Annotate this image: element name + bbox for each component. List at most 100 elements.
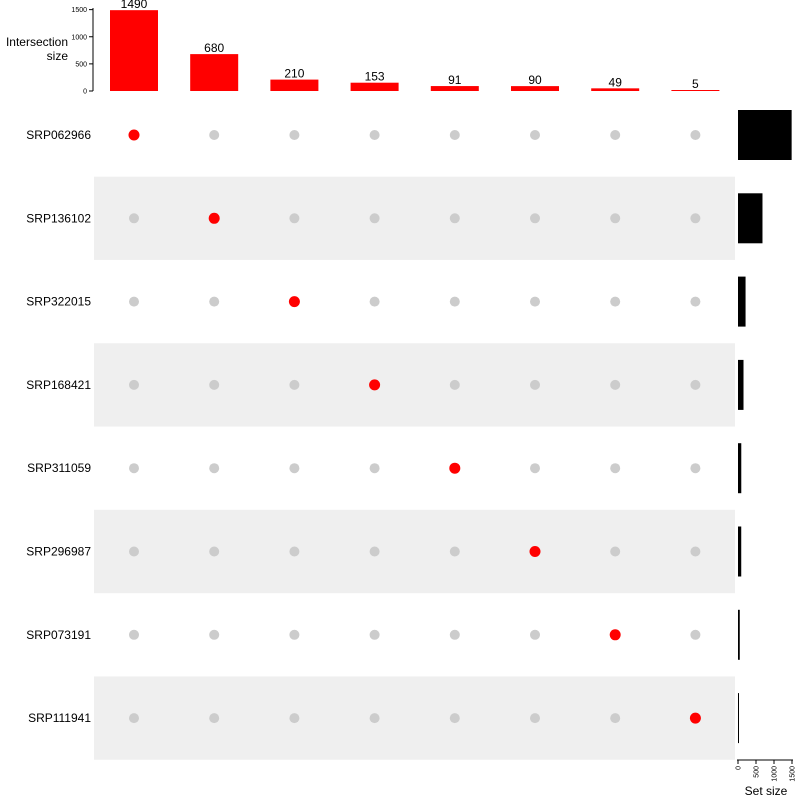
set-size-bar <box>738 193 763 244</box>
matrix-dot-active <box>609 629 621 641</box>
set-size-bar <box>738 110 792 160</box>
matrix-dot-inactive <box>449 546 460 557</box>
matrix-dot-inactive <box>610 130 621 140</box>
set-name-label: SRP111941 <box>28 711 91 725</box>
set-size-bar <box>738 443 742 494</box>
matrix-dot-inactive <box>449 130 460 140</box>
intersection-bar-label: 210 <box>284 67 304 81</box>
intersection-bar-label: 5 <box>692 77 699 91</box>
matrix-stripe <box>94 676 735 760</box>
matrix-dot-inactive <box>449 713 460 724</box>
matrix-dot-inactive <box>530 379 540 390</box>
matrix-dot-inactive <box>369 546 380 557</box>
matrix-dot-inactive <box>610 296 621 307</box>
matrix-dot-inactive <box>289 713 300 724</box>
matrix-dot-active <box>449 462 461 474</box>
matrix-dot-inactive <box>690 629 701 640</box>
matrix-dot-inactive <box>690 463 701 474</box>
matrix-dot-inactive <box>449 379 460 390</box>
intersection-axis-title-line1: Intersection <box>6 35 68 49</box>
matrix-dot-inactive <box>209 546 220 557</box>
matrix-dot-inactive <box>610 546 621 557</box>
intersection-bar <box>511 86 559 91</box>
intersection-bar-label: 49 <box>609 75 623 89</box>
set-name-label: SRP073191 <box>26 628 91 642</box>
matrix-dot-inactive <box>530 296 540 307</box>
set-size-bar <box>738 609 740 660</box>
matrix-stripes <box>94 176 735 760</box>
set-size-axis: 0 500 1000 1500 <box>736 759 797 782</box>
matrix-dot-inactive <box>449 629 460 640</box>
intersection-bar-label: 153 <box>365 70 385 84</box>
set-name-label: SRP322015 <box>26 295 91 309</box>
intersection-bar-label: 1490 <box>121 0 148 11</box>
set-name-label: SRP062966 <box>26 128 91 142</box>
matrix-dot-inactive <box>289 130 300 140</box>
matrix-dot-inactive <box>690 546 701 557</box>
matrix-dot-active <box>529 546 541 557</box>
matrix-dot-inactive <box>289 629 300 640</box>
matrix-dot-inactive <box>129 629 139 640</box>
set-size-bar <box>738 359 744 410</box>
matrix-dots <box>128 129 701 724</box>
intersection-bar-label: 91 <box>448 73 462 87</box>
intersection-axis-tick-label: 0 <box>83 89 87 96</box>
matrix-dot-inactive <box>209 713 220 724</box>
matrix-dot-inactive <box>289 463 300 474</box>
matrix-dot-inactive <box>129 713 139 724</box>
set-size-bar <box>738 526 742 577</box>
intersection-bar <box>591 88 640 91</box>
intersection-bar-label: 90 <box>528 73 542 87</box>
set-size-axis-tick-label: 0 <box>736 766 743 770</box>
matrix-dot-inactive <box>369 713 380 724</box>
matrix-dot-inactive <box>369 629 380 640</box>
intersection-bar <box>671 90 720 91</box>
matrix-dot-inactive <box>289 379 300 390</box>
matrix-dot-active <box>288 296 300 308</box>
set-name-label: SRP296987 <box>26 545 91 559</box>
matrix-stripe <box>94 176 735 260</box>
intersection-bars: 1490 680 210 153 91 90 49 5 <box>110 0 720 91</box>
matrix-dot-inactive <box>129 546 139 557</box>
set-size-axis-title: Set size <box>745 784 788 798</box>
matrix-dot-inactive <box>690 296 701 307</box>
intersection-bar <box>350 82 399 91</box>
matrix-dot-inactive <box>289 546 300 557</box>
matrix-dot-inactive <box>610 379 621 390</box>
set-size-bars <box>738 110 792 744</box>
matrix-dot-inactive <box>369 463 380 474</box>
matrix-stripe <box>94 509 735 594</box>
intersection-axis-title-line2: size <box>47 49 69 63</box>
intersection-bar-label: 680 <box>204 41 224 55</box>
matrix-dot-inactive <box>530 463 540 474</box>
set-name-label: SRP136102 <box>26 211 91 225</box>
matrix-dot-inactive <box>530 629 540 640</box>
matrix-stripe <box>94 343 735 427</box>
intersection-bar <box>190 54 239 91</box>
matrix-dot-inactive <box>690 213 701 224</box>
matrix-dot-inactive <box>530 130 540 140</box>
set-size-axis-tick-label: 1500 <box>790 766 797 782</box>
matrix-dot-inactive <box>209 296 220 307</box>
intersection-bar <box>270 79 319 91</box>
matrix-dot-inactive <box>449 213 460 224</box>
matrix-dot-inactive <box>610 713 621 724</box>
matrix-dot-inactive <box>209 379 220 390</box>
matrix-dot-active <box>208 212 220 224</box>
intersection-axis-tick-label: 500 <box>75 61 87 68</box>
matrix-dot-inactive <box>209 629 220 640</box>
set-size-axis-tick-label: 1000 <box>772 766 779 782</box>
matrix-dot-inactive <box>209 130 220 140</box>
matrix-dot-inactive <box>610 463 621 474</box>
matrix-dot-inactive <box>209 463 220 474</box>
intersection-size-axis: 0 500 1000 1500 <box>71 7 94 96</box>
matrix-dot-inactive <box>129 213 139 224</box>
intersection-bar <box>110 10 158 91</box>
matrix-dot-inactive <box>690 379 701 390</box>
intersection-bar <box>430 86 479 91</box>
set-size-bar <box>738 693 739 744</box>
matrix-dot-inactive <box>369 296 380 307</box>
matrix-dot-inactive <box>449 296 460 307</box>
set-size-axis-tick-label: 500 <box>754 766 761 778</box>
matrix-dot-inactive <box>129 463 139 474</box>
